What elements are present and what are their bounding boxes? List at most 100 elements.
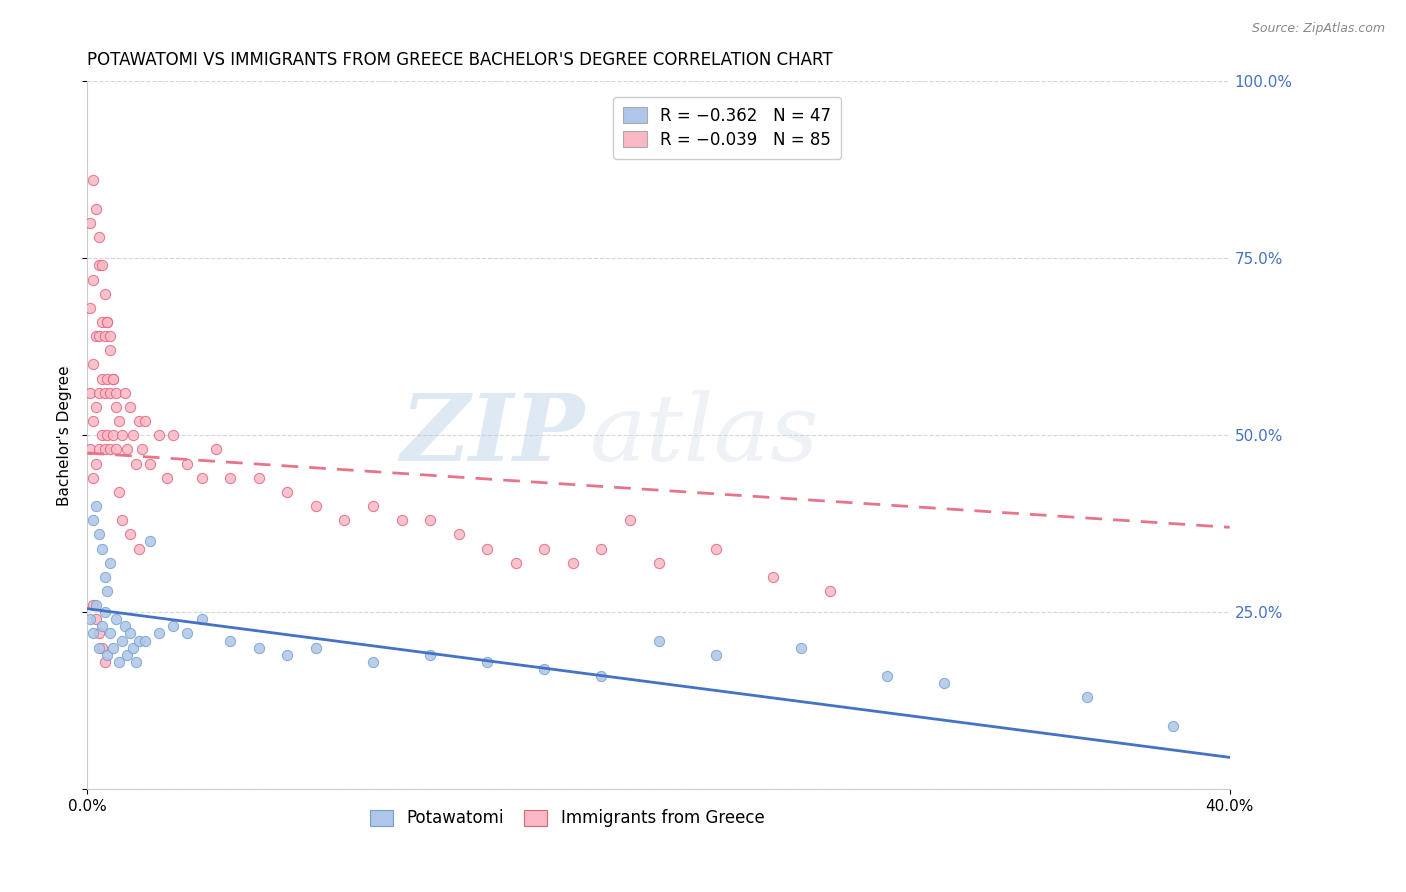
- Point: [96, 584, 118, 599]
- Point: [120, 527, 142, 541]
- Point: [87, 442, 110, 457]
- Point: [305, 640, 328, 655]
- Point: [361, 655, 384, 669]
- Point: [818, 584, 841, 599]
- Point: [591, 541, 613, 556]
- Point: [82, 471, 104, 485]
- Point: [98, 385, 121, 400]
- Point: [98, 442, 121, 457]
- Point: [790, 640, 813, 655]
- Point: [79, 612, 101, 626]
- Point: [96, 371, 118, 385]
- Point: [93, 385, 115, 400]
- Point: [82, 173, 104, 187]
- Point: [93, 570, 115, 584]
- Point: [105, 400, 128, 414]
- Point: [120, 626, 142, 640]
- Point: [111, 513, 134, 527]
- Point: [122, 640, 145, 655]
- Point: [90, 259, 112, 273]
- Point: [79, 385, 101, 400]
- Point: [391, 513, 413, 527]
- Point: [139, 534, 162, 549]
- Point: [125, 457, 148, 471]
- Point: [647, 633, 669, 648]
- Point: [117, 648, 139, 662]
- Point: [105, 442, 128, 457]
- Point: [98, 343, 121, 358]
- Point: [111, 428, 134, 442]
- Point: [87, 527, 110, 541]
- Point: [704, 648, 727, 662]
- Point: [162, 619, 184, 633]
- Point: [647, 556, 669, 570]
- Point: [219, 633, 242, 648]
- Point: [90, 619, 112, 633]
- Point: [333, 513, 356, 527]
- Point: [219, 471, 242, 485]
- Point: [762, 570, 785, 584]
- Point: [139, 457, 162, 471]
- Point: [704, 541, 727, 556]
- Point: [84, 400, 107, 414]
- Text: Source: ZipAtlas.com: Source: ZipAtlas.com: [1251, 22, 1385, 36]
- Point: [82, 626, 104, 640]
- Point: [87, 329, 110, 343]
- Point: [105, 612, 128, 626]
- Point: [247, 640, 270, 655]
- Point: [205, 442, 228, 457]
- Point: [125, 655, 148, 669]
- Point: [98, 556, 121, 570]
- Point: [1076, 690, 1098, 705]
- Point: [934, 676, 956, 690]
- Point: [447, 527, 470, 541]
- Point: [117, 442, 139, 457]
- Point: [247, 471, 270, 485]
- Point: [1161, 718, 1184, 732]
- Point: [176, 457, 198, 471]
- Point: [419, 648, 441, 662]
- Point: [93, 286, 115, 301]
- Point: [305, 499, 328, 513]
- Point: [84, 329, 107, 343]
- Legend: Potawatomi, Immigrants from Greece: Potawatomi, Immigrants from Greece: [363, 803, 770, 834]
- Point: [101, 428, 124, 442]
- Point: [361, 499, 384, 513]
- Point: [90, 315, 112, 329]
- Point: [120, 400, 142, 414]
- Point: [533, 662, 555, 676]
- Point: [98, 626, 121, 640]
- Point: [134, 414, 156, 428]
- Point: [96, 428, 118, 442]
- Point: [82, 272, 104, 286]
- Point: [79, 442, 101, 457]
- Point: [419, 513, 441, 527]
- Point: [148, 626, 170, 640]
- Point: [131, 442, 153, 457]
- Point: [84, 598, 107, 612]
- Point: [619, 513, 641, 527]
- Point: [93, 605, 115, 619]
- Point: [276, 484, 298, 499]
- Point: [90, 371, 112, 385]
- Point: [93, 329, 115, 343]
- Point: [134, 633, 156, 648]
- Point: [156, 471, 179, 485]
- Point: [82, 414, 104, 428]
- Point: [111, 633, 134, 648]
- Point: [87, 230, 110, 244]
- Point: [84, 612, 107, 626]
- Point: [82, 358, 104, 372]
- Point: [148, 428, 170, 442]
- Point: [114, 385, 136, 400]
- Point: [101, 371, 124, 385]
- Point: [128, 633, 150, 648]
- Point: [591, 669, 613, 683]
- Point: [128, 414, 150, 428]
- Point: [190, 471, 212, 485]
- Point: [82, 513, 104, 527]
- Point: [114, 619, 136, 633]
- Point: [96, 315, 118, 329]
- Point: [276, 648, 298, 662]
- Point: [90, 640, 112, 655]
